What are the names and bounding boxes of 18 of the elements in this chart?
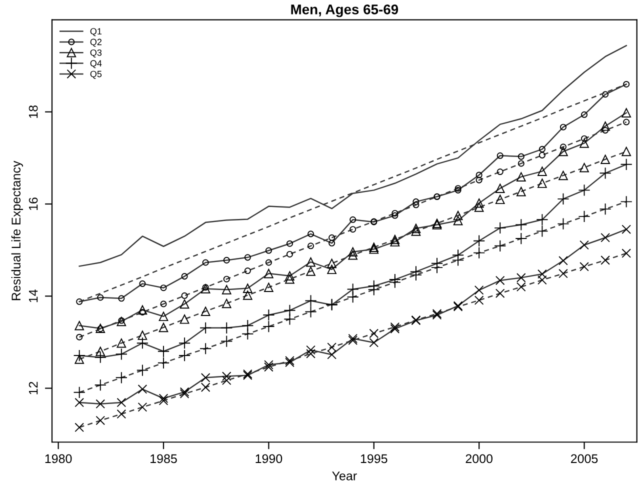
chart-title: Men, Ages 65-69 <box>291 4 398 18</box>
legend-label: Q3 <box>90 49 102 58</box>
x-tick-label: 2000 <box>466 454 492 464</box>
x-tick-label: 1995 <box>360 454 388 464</box>
legend-label: Q5 <box>90 70 102 79</box>
y-tick-label: 14 <box>29 290 38 302</box>
legend-label: Q2 <box>90 38 102 47</box>
y-axis-title: Residual Life Expectancy <box>11 160 23 300</box>
x-tick-label: 1990 <box>256 454 282 464</box>
y-tick-label: 18 <box>28 105 38 118</box>
x-tick-label: 2005 <box>570 454 598 464</box>
legend-label: Q4 <box>90 60 102 68</box>
legend-label: Q1 <box>90 28 102 36</box>
x-tick-label: 1980 <box>45 454 72 464</box>
x-axis-title: Year <box>332 472 357 480</box>
y-tick-label: 16 <box>28 198 38 210</box>
y-tick-label: 12 <box>28 382 38 394</box>
x-tick-label: 1985 <box>150 454 177 464</box>
